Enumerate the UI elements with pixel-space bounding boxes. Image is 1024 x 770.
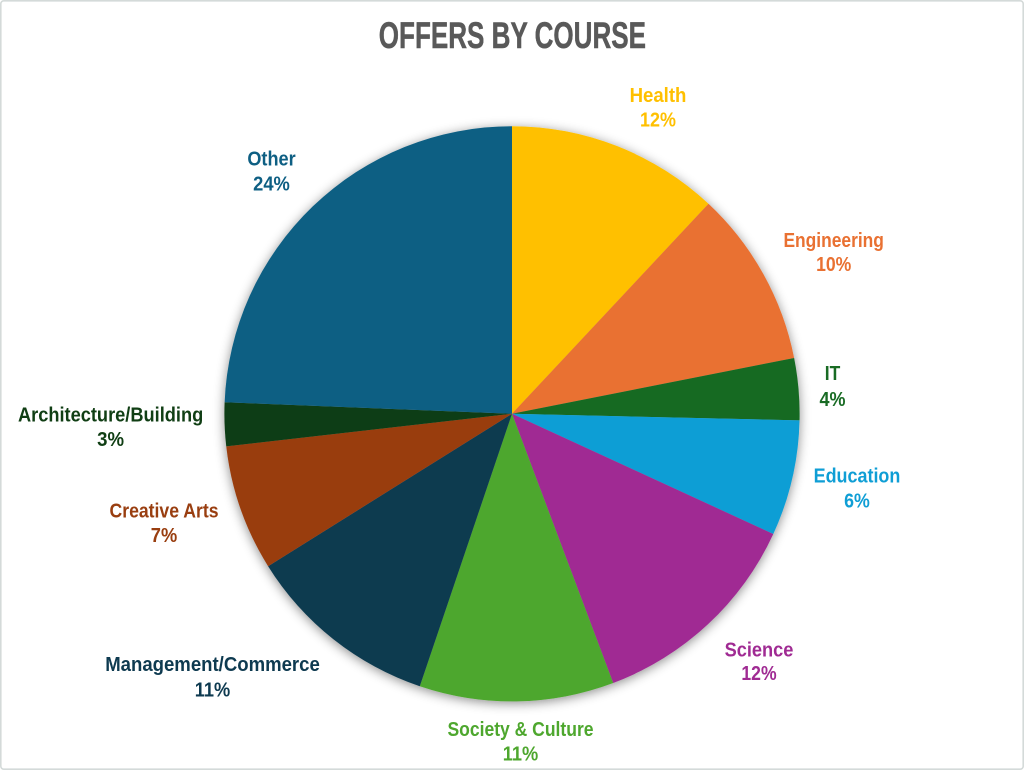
- svg-text:11%: 11%: [195, 679, 231, 702]
- svg-text:4%: 4%: [820, 388, 846, 411]
- svg-text:24%: 24%: [253, 173, 290, 196]
- svg-text:Science: Science: [725, 639, 794, 662]
- svg-text:10%: 10%: [816, 253, 851, 276]
- svg-text:6%: 6%: [844, 490, 870, 513]
- svg-text:Engineering: Engineering: [783, 229, 884, 252]
- svg-text:12%: 12%: [640, 108, 676, 131]
- svg-text:7%: 7%: [151, 524, 177, 547]
- svg-text:Management/Commerce: Management/Commerce: [105, 653, 320, 676]
- svg-text:Architecture/Building: Architecture/Building: [18, 404, 203, 427]
- svg-text:Other: Other: [247, 148, 295, 171]
- svg-text:OFFERS BY COURSE: OFFERS BY COURSE: [379, 15, 646, 56]
- svg-text:3%: 3%: [97, 428, 124, 451]
- svg-text:Creative Arts: Creative Arts: [110, 499, 219, 522]
- svg-text:Society & Culture: Society & Culture: [447, 718, 593, 741]
- svg-text:11%: 11%: [503, 743, 539, 766]
- svg-text:12%: 12%: [741, 662, 776, 685]
- svg-text:Health: Health: [630, 84, 687, 107]
- svg-text:Education: Education: [814, 465, 901, 488]
- svg-text:IT: IT: [825, 362, 841, 385]
